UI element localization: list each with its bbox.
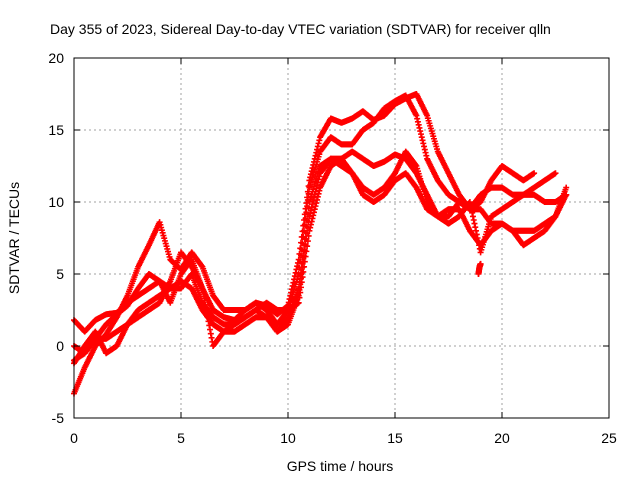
data-point — [531, 170, 538, 177]
data-points — [71, 91, 570, 397]
y-tick-label: 20 — [48, 50, 64, 66]
x-tick-label: 20 — [494, 430, 510, 446]
y-tick-label: 10 — [48, 194, 64, 210]
y-tick-label: -5 — [52, 410, 65, 426]
x-axis-label: GPS time / hours — [287, 458, 394, 474]
y-tick-label: 15 — [48, 122, 64, 138]
y-axis-label: SDTVAR / TECUs — [6, 182, 22, 294]
data-point — [563, 184, 570, 191]
data-point — [552, 170, 559, 177]
chart-title: Day 355 of 2023, Sidereal Day-to-day VTE… — [50, 21, 551, 37]
x-tick-label: 10 — [280, 430, 296, 446]
x-tick-label: 5 — [177, 430, 185, 446]
x-tick-label: 15 — [387, 430, 403, 446]
x-axis-ticks: 0 5 10 15 20 25 — [70, 58, 617, 446]
y-tick-label: 5 — [56, 266, 64, 282]
x-tick-label: 0 — [70, 430, 78, 446]
y-axis-ticks: -5 0 5 10 15 20 — [48, 50, 609, 426]
grid-lines — [74, 58, 609, 418]
y-tick-label: 0 — [56, 338, 64, 354]
x-tick-label: 25 — [601, 430, 617, 446]
